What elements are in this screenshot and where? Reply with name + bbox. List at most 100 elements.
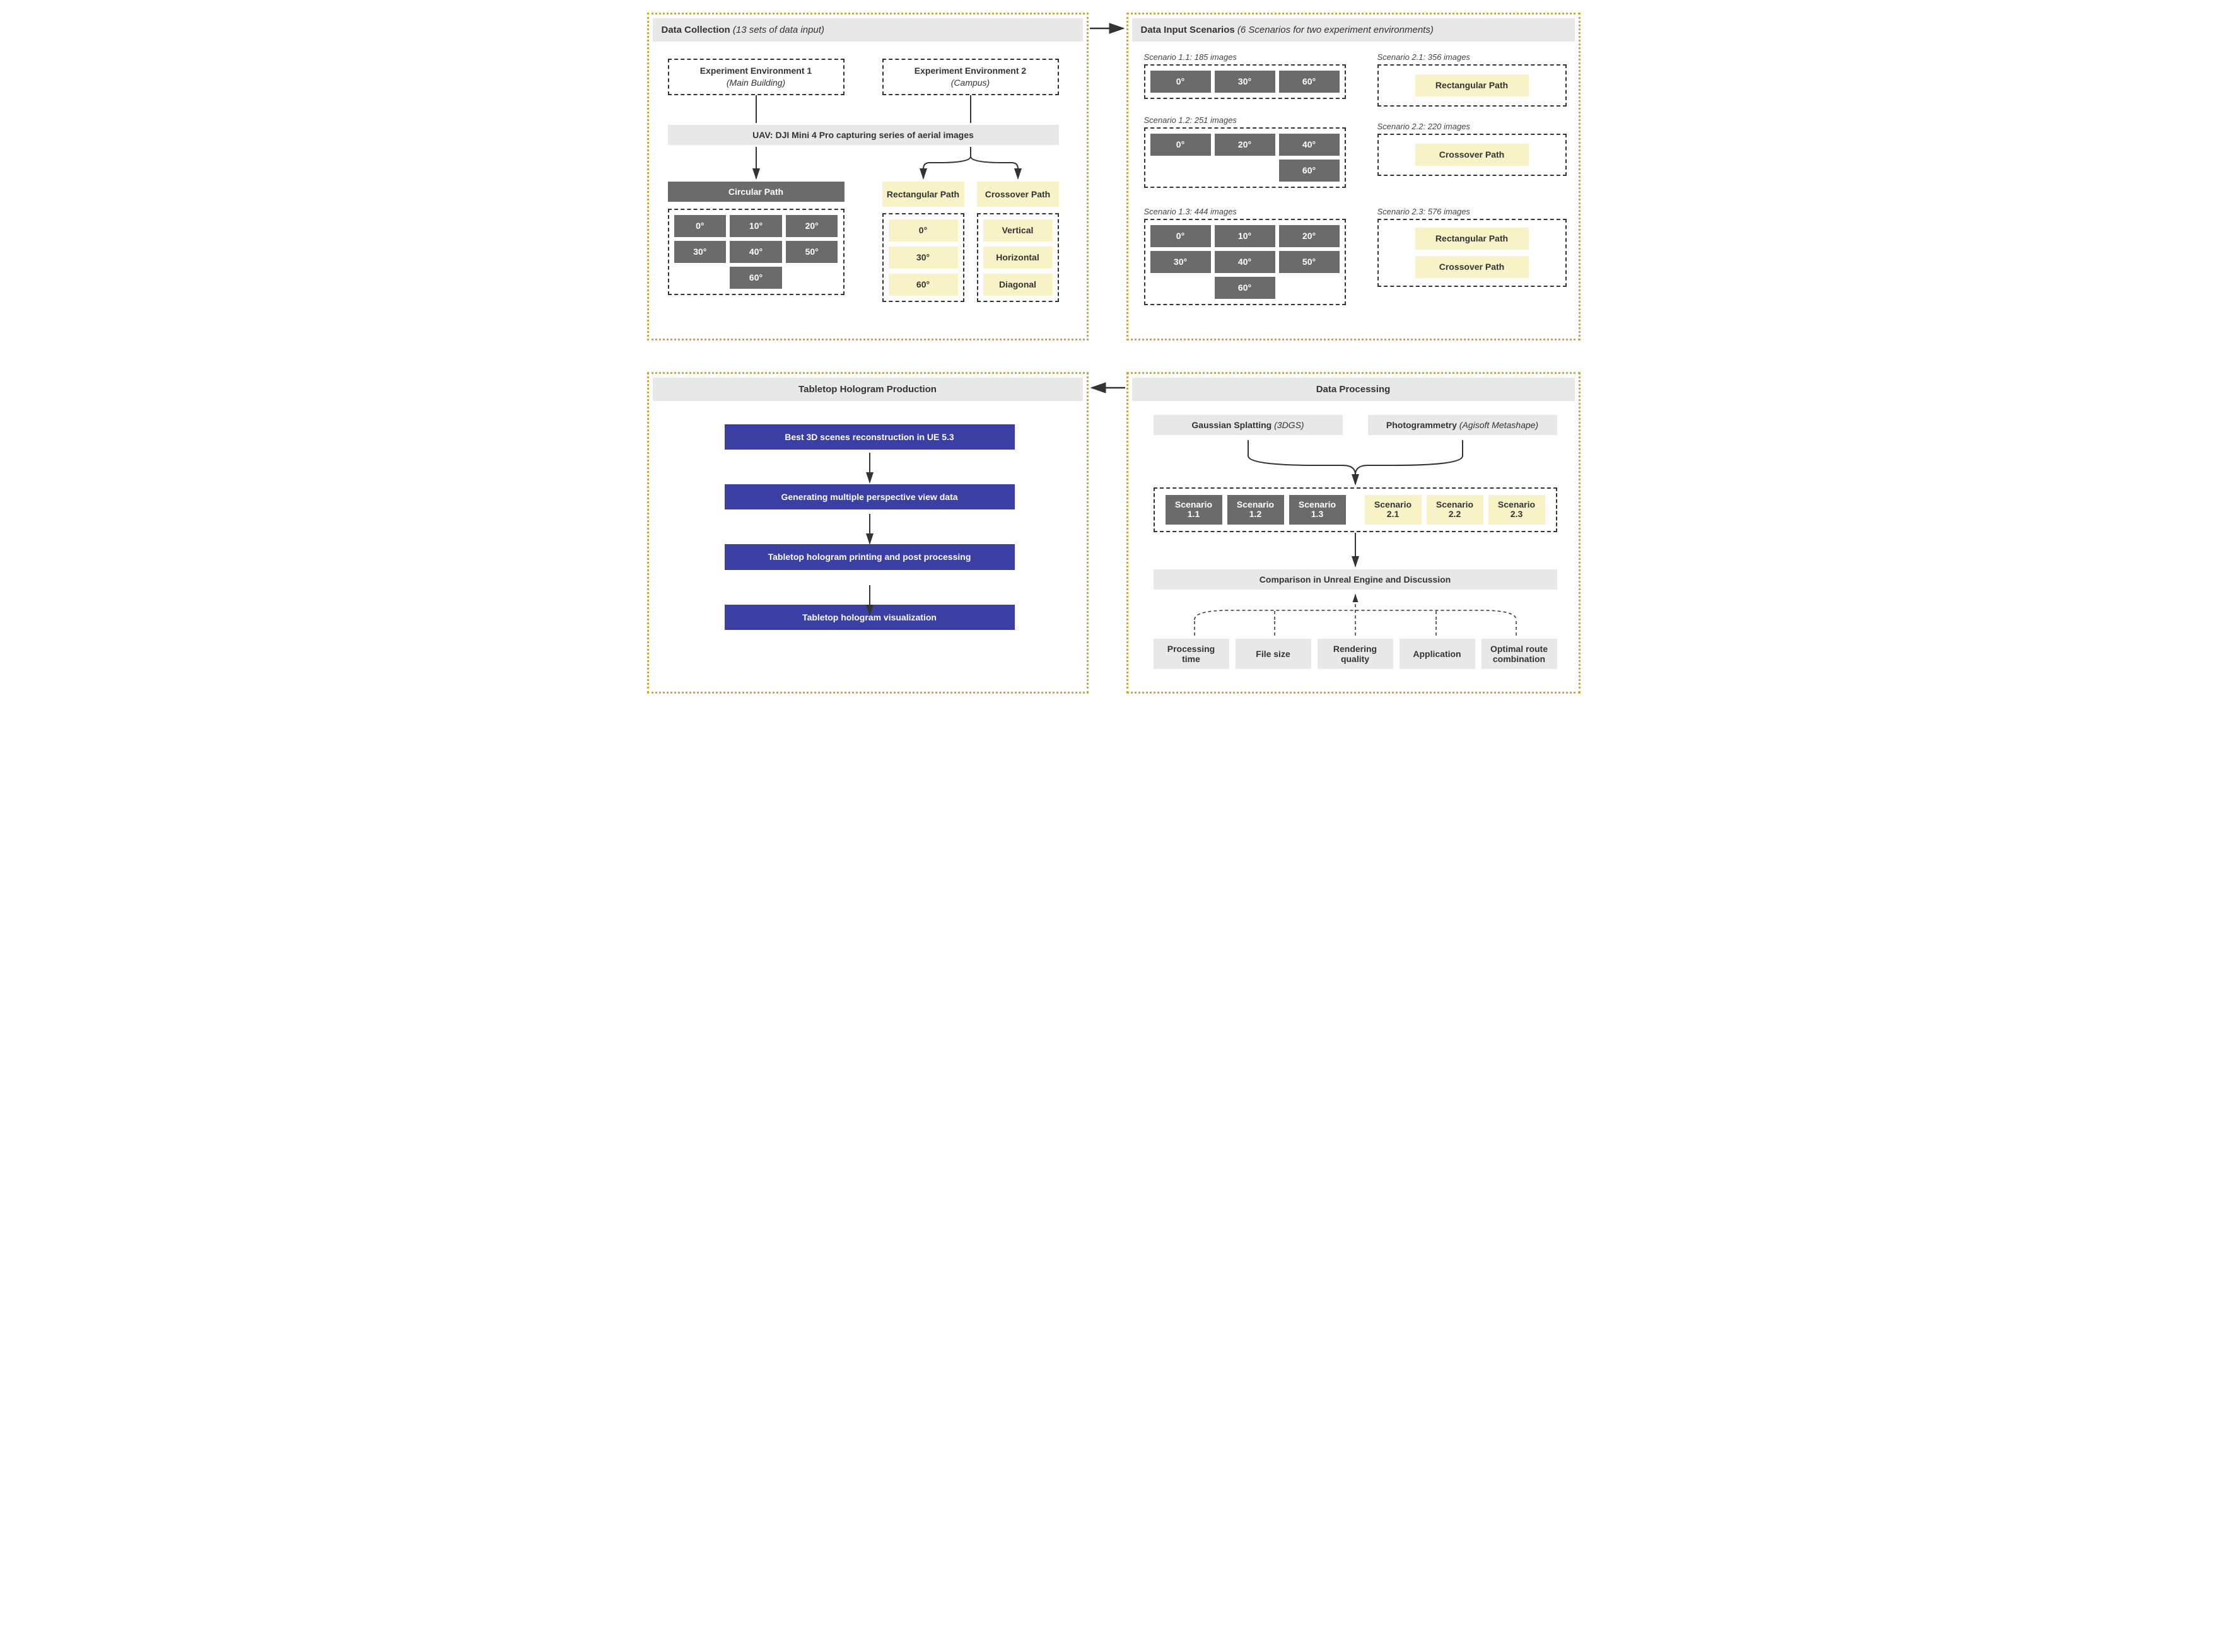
circular-path-label: Circular Path (728, 187, 783, 197)
env1-box: Experiment Environment 1 (Main Building) (668, 59, 845, 95)
s12-angle: 20° (1215, 134, 1275, 156)
pg-italic: (Agisoft Metashape) (1457, 420, 1538, 430)
panel2-header: Data Input Scenarios (6 Scenarios for tw… (1132, 18, 1575, 42)
panel3-header: Data Processing (1132, 378, 1575, 401)
scen-dark: Scenario 1.2 (1227, 495, 1284, 525)
panel4-header: Tabletop Hologram Production (653, 378, 1083, 401)
s13-group: Scenario 1.3: 444 images 0° 10° 20° 30° … (1144, 207, 1346, 305)
scen-dark: Scenario 1.3 (1289, 495, 1346, 525)
panel1-header: Data Collection (13 sets of data input) (653, 18, 1083, 42)
circ-angle: 60° (730, 267, 782, 289)
metric: Optimal route combination (1482, 639, 1557, 669)
s12-label: Scenario 1.2: 251 images (1144, 115, 1346, 125)
circular-path-header: Circular Path (668, 182, 845, 202)
s23-group: Scenario 2.3: 576 images Rectangular Pat… (1377, 207, 1567, 287)
circ-angle: 10° (730, 215, 782, 237)
scenario-row-box: Scenario 1.1 Scenario 1.2 Scenario 1.3 S… (1154, 487, 1557, 532)
circ-angle: 20° (786, 215, 838, 237)
panel-data-input-scenarios: Data Input Scenarios (6 Scenarios for tw… (1126, 13, 1581, 340)
step: Best 3D scenes reconstruction in UE 5.3 (725, 424, 1015, 450)
pg-bold: Photogrammetry (1386, 420, 1457, 430)
metric: Rendering quality (1318, 639, 1393, 669)
step: Generating multiple perspective view dat… (725, 484, 1015, 509)
env2-title: Experiment Environment 2 (915, 66, 1026, 76)
s22-path: Crossover Path (1415, 144, 1529, 166)
metrics-row: Processing time File size Rendering qual… (1154, 639, 1557, 669)
step: Tabletop hologram printing and post proc… (725, 544, 1015, 570)
env2-box: Experiment Environment 2 (Campus) (882, 59, 1059, 95)
s22-label: Scenario 2.2: 220 images (1377, 122, 1567, 131)
cross-dir: Horizontal (983, 247, 1053, 269)
s11-angle: 0° (1150, 71, 1211, 93)
photogrammetry-box: Photogrammetry (Agisoft Metashape) (1368, 415, 1557, 435)
panel3-title: Data Processing (1316, 384, 1391, 395)
panel-data-processing: Data Processing Gaussian Splatting (3DGS… (1126, 372, 1581, 694)
cross-path-label: Crossover Path (985, 189, 1050, 199)
rect-angle: 30° (889, 247, 958, 269)
metric: File size (1236, 639, 1311, 669)
panel-tabletop-hologram: Tabletop Hologram Production Best 3D sce… (647, 372, 1089, 694)
cross-dirs-box: Vertical Horizontal Diagonal (977, 213, 1059, 302)
s13-angle: 60° (1215, 277, 1275, 299)
s13-angle: 30° (1150, 251, 1211, 273)
env1-sub: (Main Building) (727, 78, 785, 88)
cross-path-header: Crossover Path (977, 182, 1059, 207)
s13-angle: 50° (1279, 251, 1340, 273)
panel2-title: Data Input Scenarios (1141, 25, 1235, 35)
rect-angle: 0° (889, 219, 958, 241)
s22-group: Scenario 2.2: 220 images Crossover Path (1377, 122, 1567, 176)
panel1-title: Data Collection (662, 25, 730, 35)
panel-data-collection: Data Collection (13 sets of data input) … (647, 13, 1089, 340)
metric: Application (1400, 639, 1475, 669)
scen-dark: Scenario 1.1 (1166, 495, 1222, 525)
s11-group: Scenario 1.1: 185 images 0° 30° 60° (1144, 52, 1346, 99)
comparison-text: Comparison in Unreal Engine and Discussi… (1260, 574, 1451, 585)
s12-angle: 60° (1279, 160, 1340, 182)
rect-path-label: Rectangular Path (887, 189, 959, 199)
panel2-subtitle: (6 Scenarios for two experiment environm… (1235, 25, 1434, 35)
comparison-bar: Comparison in Unreal Engine and Discussi… (1154, 569, 1557, 590)
scen-yellow: Scenario 2.1 (1365, 495, 1422, 525)
diagram-canvas: Data Collection (13 sets of data input) … (647, 13, 1581, 706)
s11-label: Scenario 1.1: 185 images (1144, 52, 1346, 62)
circular-angles-box: 0° 10° 20° 30° 40° 50° 60° (668, 209, 845, 295)
step: Tabletop hologram visualization (725, 605, 1015, 630)
s13-angle: 20° (1279, 225, 1340, 247)
s13-angle: 0° (1150, 225, 1211, 247)
gs-italic: (3DGS) (1271, 420, 1304, 430)
metric: Processing time (1154, 639, 1229, 669)
uav-text: UAV: DJI Mini 4 Pro capturing series of … (752, 130, 974, 140)
s11-angle: 30° (1215, 71, 1275, 93)
circ-angle: 0° (674, 215, 727, 237)
cross-dir: Vertical (983, 219, 1053, 241)
s21-label: Scenario 2.1: 356 images (1377, 52, 1567, 62)
s13-angle: 40° (1215, 251, 1275, 273)
rect-path-header: Rectangular Path (882, 182, 964, 207)
env1-title: Experiment Environment 1 (700, 66, 812, 76)
s13-label: Scenario 1.3: 444 images (1144, 207, 1346, 216)
s21-path: Rectangular Path (1415, 74, 1529, 96)
s21-group: Scenario 2.1: 356 images Rectangular Pat… (1377, 52, 1567, 107)
rect-angles-box: 0° 30° 60° (882, 213, 964, 302)
circ-angle: 50° (786, 241, 838, 263)
s23-label: Scenario 2.3: 576 images (1377, 207, 1567, 216)
s23-path2: Crossover Path (1415, 256, 1529, 278)
s13-angle: 10° (1215, 225, 1275, 247)
gaussian-splatting-box: Gaussian Splatting (3DGS) (1154, 415, 1343, 435)
panel1-subtitle: (13 sets of data input) (730, 25, 824, 35)
uav-bar: UAV: DJI Mini 4 Pro capturing series of … (668, 125, 1059, 145)
panel4-title: Tabletop Hologram Production (798, 384, 937, 395)
s11-angle: 60° (1279, 71, 1340, 93)
circ-angle: 40° (730, 241, 782, 263)
cross-dir: Diagonal (983, 274, 1053, 296)
scen-yellow: Scenario 2.3 (1488, 495, 1545, 525)
env2-sub: (Campus) (951, 78, 990, 88)
s12-angle: 40° (1279, 134, 1340, 156)
scen-yellow: Scenario 2.2 (1427, 495, 1483, 525)
s12-angle: 0° (1150, 134, 1211, 156)
s23-path1: Rectangular Path (1415, 228, 1529, 250)
gs-bold: Gaussian Splatting (1191, 420, 1271, 430)
rect-angle: 60° (889, 274, 958, 296)
s12-group: Scenario 1.2: 251 images 0° 20° 40° 60° (1144, 115, 1346, 188)
steps-column: Best 3D scenes reconstruction in UE 5.3 … (725, 424, 1015, 630)
